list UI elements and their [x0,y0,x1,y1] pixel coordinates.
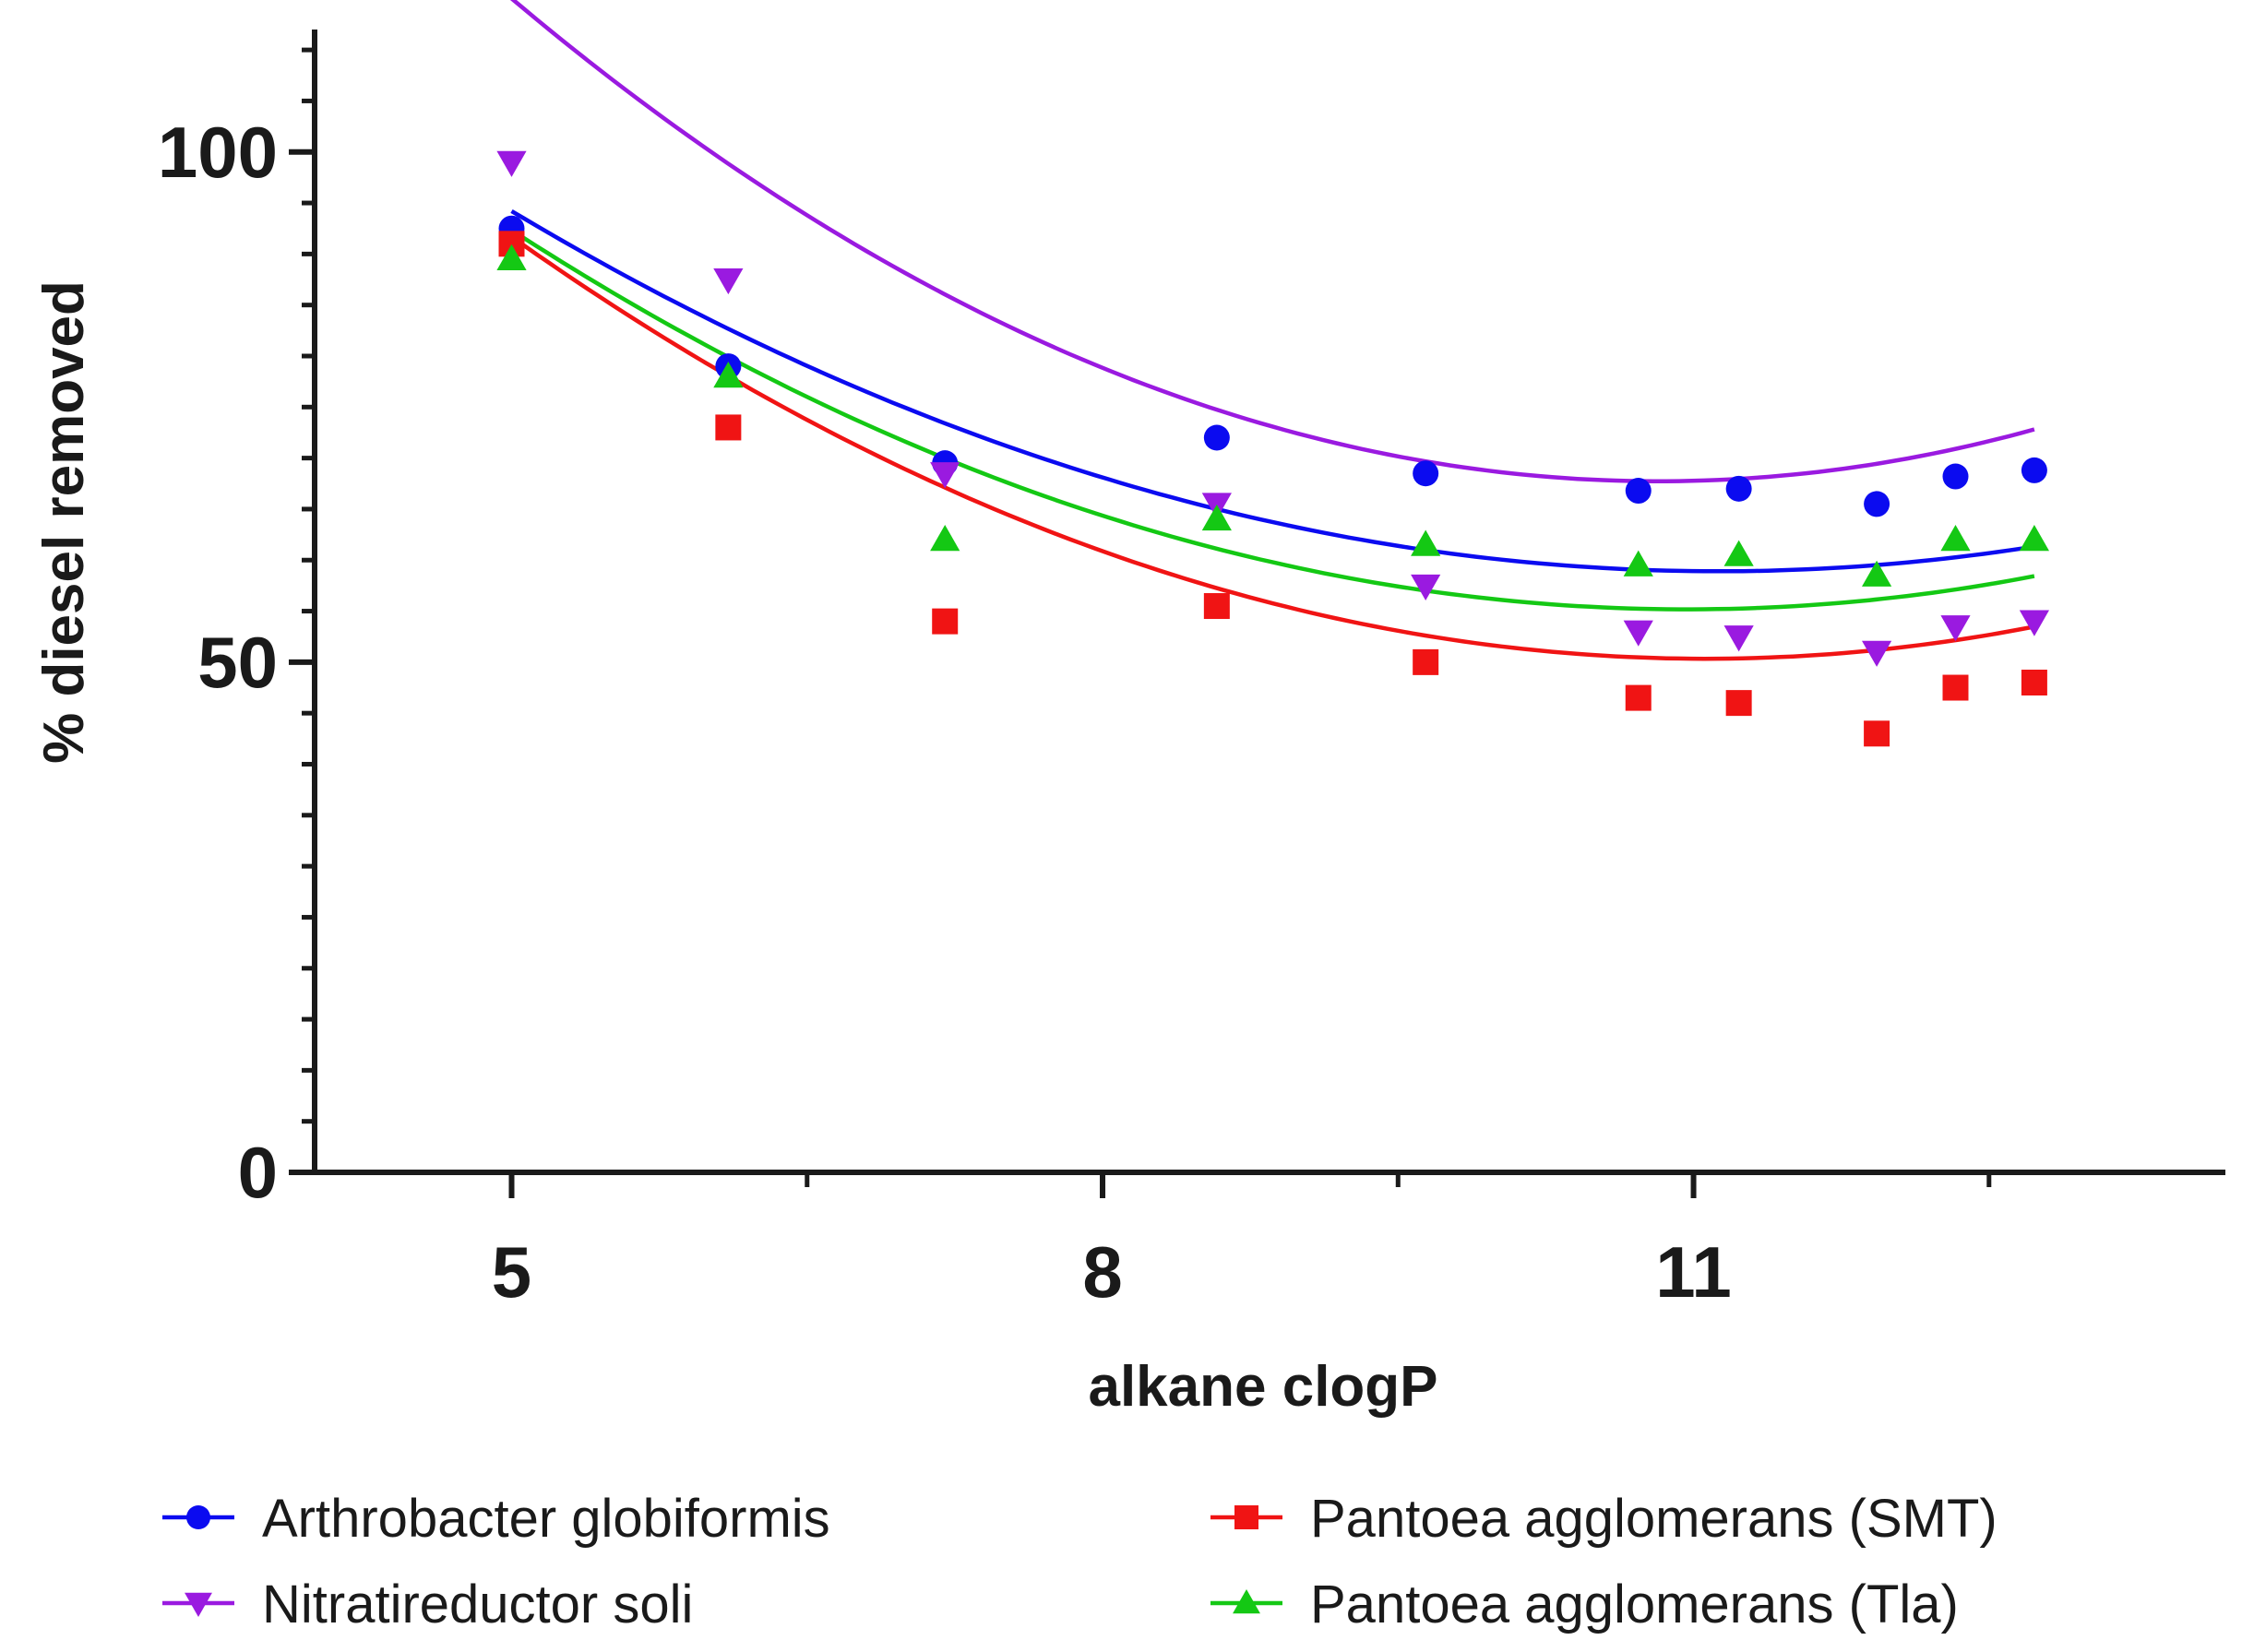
data-point [1861,560,1892,587]
data-point [1413,648,1439,675]
legend-marker [1233,1589,1260,1614]
fit-curve [510,228,2035,612]
x-tick-label: 8 [1082,1231,1122,1313]
fit-curves [510,0,2035,661]
data-point [1861,640,1892,667]
legend-label: Arthrobacter globiformis [262,1489,830,1549]
data-point [1864,491,1890,517]
legend-marker [185,1592,212,1617]
x-tick-label: 5 [492,1231,531,1313]
data-point [1203,424,1230,451]
data-point [2021,670,2047,695]
data-point [2019,525,2049,552]
legend-item: Arthrobacter globiformis [162,1489,830,1549]
axes: 0 50 100 5 8 11 [158,30,2225,1313]
legend-item: Nitratireductor soli [162,1575,693,1634]
y-tick-label: 50 [197,622,278,703]
data-point [1413,460,1439,487]
data-point [1203,593,1230,620]
fit-curve [510,208,2035,574]
x-axis-title: alkane clogP [1088,1355,1437,1419]
data-point [1411,574,1441,601]
legend-label: Nitratireductor soli [262,1575,693,1634]
data-point [1723,540,1754,566]
data-point [496,244,527,270]
legend: Arthrobacter globiformis Nitratireductor … [162,1489,1998,1634]
data-point [1940,525,1971,552]
data-point [1725,690,1752,717]
data-point [2021,457,2047,483]
data-point [1725,475,1752,502]
fit-curve [510,234,2035,661]
data-point [713,267,744,295]
data-point [1942,463,1969,490]
legend-item: Pantoea agglomerans (SMT) [1210,1489,1998,1549]
data-point [1723,625,1754,652]
data-point [930,462,960,489]
data-point [2019,610,2049,636]
data-point [1411,529,1441,556]
data-point [713,362,744,388]
y-axis-title: % diesel removed [32,280,96,764]
x-tick-label: 11 [1655,1231,1731,1313]
data-point [932,608,959,635]
data-point [1864,720,1890,747]
data-point [496,150,527,177]
data-point [930,525,960,552]
fit-curve [510,0,2035,484]
data-point [1942,674,1969,701]
legend-marker [1234,1505,1258,1529]
data-point [715,414,742,441]
legend-item: Pantoea agglomerans (Tla) [1210,1575,1959,1634]
data-point [1625,478,1652,505]
data-point [1201,504,1232,531]
y-tick-label: 100 [158,112,278,193]
legend-label: Pantoea agglomerans (SMT) [1310,1489,1998,1549]
legend-label: Pantoea agglomerans (Tla) [1310,1575,1959,1634]
data-markers [496,150,2049,747]
y-tick-label: 0 [238,1132,278,1213]
legend-marker [186,1505,210,1529]
data-point [1625,684,1652,711]
data-point [1623,550,1653,576]
data-point [1623,620,1653,647]
data-point [1940,615,1971,642]
